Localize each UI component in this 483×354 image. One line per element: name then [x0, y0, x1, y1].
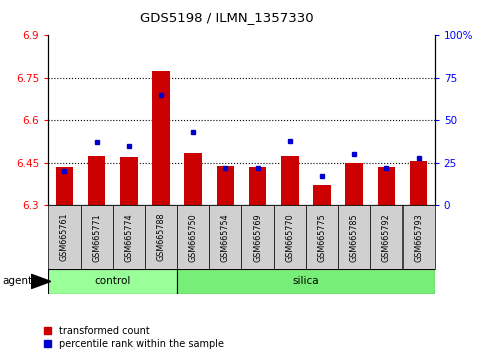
Bar: [48, 205, 81, 269]
Text: GSM665785: GSM665785: [350, 213, 359, 262]
Text: GSM665775: GSM665775: [317, 213, 327, 262]
Bar: [378, 167, 395, 205]
Bar: [306, 205, 338, 269]
Bar: [281, 156, 298, 205]
Bar: [113, 205, 145, 269]
Text: GSM665771: GSM665771: [92, 213, 101, 262]
Text: silica: silica: [293, 276, 319, 286]
Bar: [209, 205, 242, 269]
Text: GSM665788: GSM665788: [156, 213, 166, 262]
Bar: [81, 205, 113, 269]
Bar: [410, 161, 427, 205]
Text: GSM665770: GSM665770: [285, 213, 294, 262]
Bar: [402, 205, 435, 269]
Bar: [249, 167, 267, 205]
Text: GDS5198 / ILMN_1357330: GDS5198 / ILMN_1357330: [140, 11, 314, 24]
Bar: [88, 156, 105, 205]
Bar: [274, 205, 306, 269]
Text: GSM665754: GSM665754: [221, 213, 230, 262]
Bar: [120, 157, 138, 205]
Bar: [242, 205, 274, 269]
Bar: [216, 166, 234, 205]
Bar: [313, 185, 331, 205]
Text: GSM665750: GSM665750: [189, 213, 198, 262]
Text: agent: agent: [2, 276, 32, 286]
Text: GSM665769: GSM665769: [253, 213, 262, 262]
Bar: [145, 205, 177, 269]
Text: control: control: [95, 276, 131, 286]
Bar: [338, 205, 370, 269]
Bar: [48, 269, 177, 294]
Bar: [152, 71, 170, 205]
Bar: [177, 269, 435, 294]
Text: GSM665793: GSM665793: [414, 213, 423, 262]
Bar: [56, 167, 73, 205]
Polygon shape: [31, 274, 51, 289]
Legend: transformed count, percentile rank within the sample: transformed count, percentile rank withi…: [43, 326, 224, 349]
Bar: [177, 205, 209, 269]
Bar: [185, 153, 202, 205]
Text: GSM665761: GSM665761: [60, 213, 69, 262]
Text: GSM665774: GSM665774: [124, 213, 133, 262]
Text: GSM665792: GSM665792: [382, 213, 391, 262]
Bar: [345, 163, 363, 205]
Bar: [370, 205, 402, 269]
